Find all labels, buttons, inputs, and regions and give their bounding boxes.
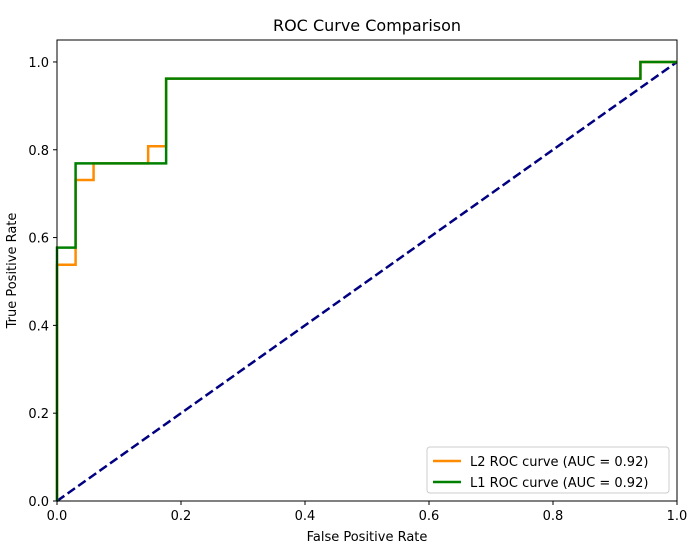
- y-axis-label: True Positive Rate: [5, 213, 20, 330]
- y-tick-label: 0.8: [28, 144, 49, 159]
- x-axis-label: False Positive Rate: [307, 530, 428, 545]
- x-tick-label: 0.4: [295, 509, 316, 524]
- legend-box: [426, 446, 670, 494]
- x-tick-label: 0.6: [419, 509, 440, 524]
- legend-label-0: L2 ROC curve (AUC = 0.92): [470, 455, 648, 470]
- x-tick-label: 0.8: [543, 509, 564, 524]
- y-tick-label: 0.4: [28, 319, 49, 334]
- x-tick-label: 1.0: [667, 509, 688, 524]
- y-tick-label: 1.0: [28, 56, 49, 71]
- y-tick-label: 0.2: [28, 407, 49, 422]
- plot-frame: [56, 39, 678, 502]
- x-tick-label: 0.0: [47, 509, 68, 524]
- reference-diagonal-line: [56, 60, 678, 503]
- y-tick-label: 0.0: [28, 495, 49, 510]
- series-layer: [55, 60, 678, 503]
- x-tick-label: 0.2: [171, 509, 192, 524]
- legend-label-1: L1 ROC curve (AUC = 0.92): [470, 476, 648, 491]
- chart-title: ROC Curve Comparison: [273, 16, 461, 35]
- y-tick-label: 0.6: [28, 232, 49, 247]
- axes-layer: 0.0 0.2 0.4 0.6 0.8 1.0 0.0 0.2 0.4 0.6 0.8 1.0: [28, 39, 688, 524]
- legend: L2 ROC curve (AUC = 0.92) L1 ROC curve (A…: [426, 446, 670, 494]
